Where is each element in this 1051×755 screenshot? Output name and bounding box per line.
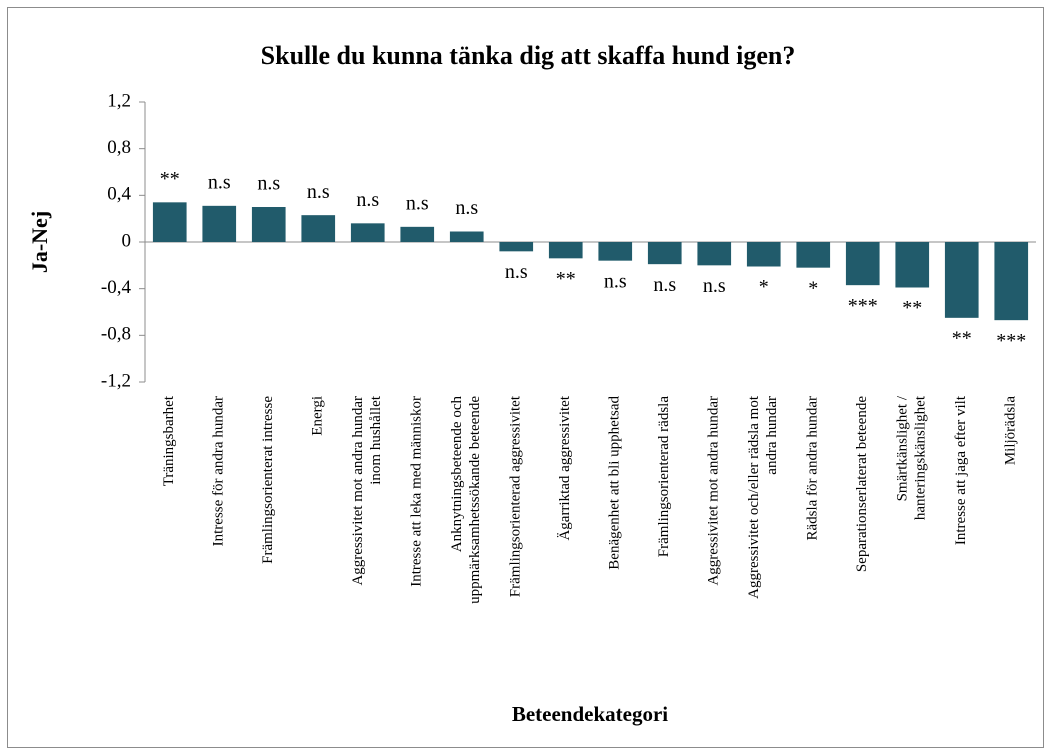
x-tick-label: Separationserlaterat beteende bbox=[854, 396, 870, 572]
bar bbox=[845, 242, 880, 286]
x-axis-label: Beteendekategori bbox=[512, 702, 668, 726]
x-tick-label: Främlingsorienterad aggressivitet bbox=[508, 395, 524, 597]
y-axis-label: Ja-Nej bbox=[27, 211, 52, 273]
category-label-group: Benägenhet att bli upphetsad bbox=[607, 396, 623, 570]
x-tick-label: Intresse för andra hundar bbox=[211, 396, 227, 546]
bar bbox=[251, 207, 286, 242]
x-tick-label: Främlingsorienterat intresse bbox=[260, 396, 276, 564]
bar bbox=[202, 205, 237, 242]
significance-label: * bbox=[808, 277, 818, 299]
x-tick-label: Aggressivitet mot andra hundar inom hushå… bbox=[350, 395, 384, 585]
significance-label: n.s bbox=[307, 181, 330, 203]
bar bbox=[350, 223, 385, 242]
significance-label: n.s bbox=[208, 171, 231, 193]
x-tick-label: Miljörädsla bbox=[1003, 396, 1019, 465]
x-tick-label: Träningsbarhet bbox=[161, 395, 177, 486]
bar bbox=[400, 226, 435, 242]
category-label-group: Smärtkänslighet / hanteringskänslighet bbox=[895, 395, 929, 520]
x-tick-label: Anknytningsbeteende och uppmärksamhetssök… bbox=[449, 396, 483, 604]
bar bbox=[499, 242, 534, 252]
category-label-group: Främlingsorienterat intresse bbox=[260, 396, 276, 564]
chart-frame bbox=[7, 7, 1044, 748]
bar bbox=[152, 202, 187, 242]
significance-label: n.s bbox=[356, 189, 379, 211]
category-label-group: Miljörädsla bbox=[1003, 396, 1019, 465]
category-label-group: Främlingsorienterad aggressivitet bbox=[508, 395, 524, 597]
category-label-group: Rädsla för andra hundar bbox=[805, 396, 821, 541]
significance-label: n.s bbox=[406, 192, 429, 214]
y-tick-label: 0 bbox=[122, 230, 132, 251]
bar bbox=[895, 242, 930, 288]
bar bbox=[647, 242, 682, 265]
significance-label: ** bbox=[952, 327, 972, 349]
bar bbox=[746, 242, 781, 267]
significance-label: n.s bbox=[505, 261, 528, 283]
x-tick-label: Intresse att jaga efter vilt bbox=[953, 395, 969, 545]
significance-label: * bbox=[759, 276, 769, 298]
x-tick-label: Smärtkänslighet / hanteringskänslighet bbox=[895, 395, 929, 520]
bar bbox=[994, 242, 1029, 321]
bar bbox=[449, 231, 484, 242]
significance-label: n.s bbox=[455, 197, 478, 219]
x-tick-label: Benägenhet att bli upphetsad bbox=[607, 396, 623, 570]
category-label-group: Aggressivitet mot andra hundar inom hushå… bbox=[350, 395, 384, 585]
y-tick-label: -0,8 bbox=[101, 324, 131, 345]
x-tick-label: Ägarriktad aggressivitet bbox=[556, 395, 573, 540]
x-tick-label: Främlingsorienterad rädsla bbox=[656, 396, 672, 558]
y-tick-label: -1,2 bbox=[101, 370, 131, 391]
significance-label: n.s bbox=[257, 173, 280, 195]
category-label-group: Intresse att leka med människor bbox=[409, 396, 425, 587]
category-label-group: Aggressivitet mot andra hundar bbox=[706, 396, 722, 586]
category-label-group: Ägarriktad aggressivitet bbox=[556, 395, 573, 540]
category-label-group: Energi bbox=[310, 396, 326, 436]
significance-label: *** bbox=[848, 295, 878, 317]
bar bbox=[697, 242, 732, 266]
category-label-group: Anknytningsbeteende och uppmärksamhetssök… bbox=[449, 396, 483, 604]
category-label-group: Separationserlaterat beteende bbox=[854, 396, 870, 572]
bar bbox=[944, 242, 979, 318]
category-label-group: Träningsbarhet bbox=[161, 395, 177, 486]
x-tick-label: Aggressivitet mot andra hundar bbox=[706, 396, 722, 586]
y-tick-label: 0,4 bbox=[107, 184, 131, 205]
category-label-group: Intresse för andra hundar bbox=[211, 396, 227, 546]
significance-label: *** bbox=[996, 330, 1026, 352]
significance-label: n.s bbox=[703, 275, 726, 297]
category-label-group: Aggressivitet och/eller rädsla mot andra … bbox=[746, 395, 780, 599]
bar bbox=[301, 215, 336, 242]
x-tick-label: Aggressivitet och/eller rädsla mot andra … bbox=[746, 395, 780, 599]
bar bbox=[598, 242, 633, 261]
y-tick-label: 0,8 bbox=[107, 137, 131, 158]
y-tick-label: -0,4 bbox=[101, 277, 132, 298]
category-label-group: Intresse att jaga efter vilt bbox=[953, 395, 969, 545]
significance-label: ** bbox=[160, 168, 180, 190]
significance-label: ** bbox=[902, 297, 922, 319]
x-tick-label: Intresse att leka med människor bbox=[409, 396, 425, 587]
bar bbox=[548, 242, 583, 259]
x-tick-label: Rädsla för andra hundar bbox=[805, 396, 821, 541]
significance-label: n.s bbox=[604, 270, 627, 292]
chart-title: Skulle du kunna tänka dig att skaffa hun… bbox=[261, 41, 796, 70]
category-label-group: Främlingsorienterad rädsla bbox=[656, 396, 672, 558]
x-tick-label: Energi bbox=[310, 396, 326, 436]
significance-label: n.s bbox=[653, 274, 676, 296]
significance-label: ** bbox=[556, 268, 576, 290]
y-tick-label: 1,2 bbox=[107, 90, 131, 111]
bar bbox=[796, 242, 831, 268]
